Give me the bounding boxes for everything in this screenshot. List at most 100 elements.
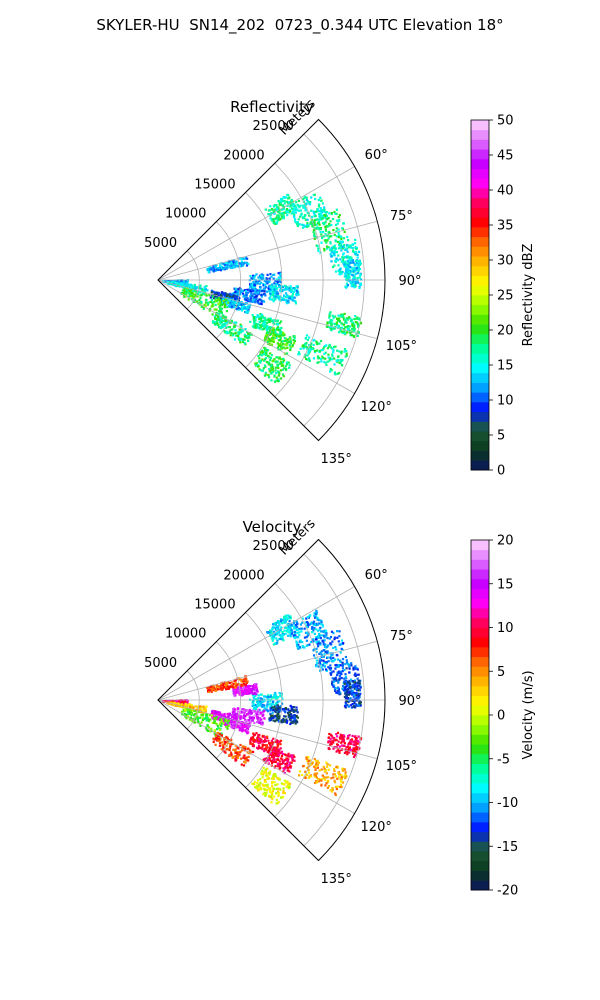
colorbar-segment — [471, 353, 489, 364]
colorbar-segment — [471, 685, 489, 696]
colorbar-segment — [471, 207, 489, 218]
colorbar-segment — [471, 744, 489, 755]
colorbar-segment — [471, 646, 489, 658]
azimuth-gridline — [157, 640, 378, 701]
azimuth-gridline — [157, 699, 378, 760]
colorbar-segment — [471, 676, 489, 687]
colorbar-segment — [471, 880, 489, 891]
echo-region — [211, 312, 253, 346]
colorbar-segment — [471, 178, 489, 189]
range-tick-label: 5000 — [144, 236, 177, 251]
azimuth-gridline — [157, 699, 355, 814]
azimuth-tick-label: 135° — [321, 872, 352, 887]
colorbar-segment — [471, 411, 489, 422]
colorbar-segment — [471, 158, 489, 170]
colorbar-tick-label: 45 — [497, 149, 514, 164]
colorbar-tick-label: 30 — [497, 254, 514, 269]
colorbar-segment — [471, 372, 489, 383]
echo-region — [291, 193, 330, 229]
colorbar-segment — [471, 139, 489, 150]
range-tick-label: 25000 — [253, 539, 294, 554]
azimuth-gridline — [157, 166, 355, 281]
colorbar-segment — [471, 265, 489, 276]
colorbar-tick-label: 5 — [497, 429, 505, 444]
colorbar-segment — [471, 363, 489, 374]
colorbar-segment — [471, 802, 489, 813]
echo-region — [249, 313, 283, 339]
colorbar-segment — [471, 734, 489, 745]
colorbar-tick-label: 20 — [497, 324, 514, 339]
azimuth-gridline — [157, 586, 355, 701]
echo-region — [206, 675, 249, 694]
range-tick-label: 20000 — [223, 568, 264, 583]
echo-region — [212, 731, 255, 767]
colorbar-segment — [471, 382, 489, 393]
colorbar-segment — [471, 295, 489, 306]
azimuth-gridline — [157, 220, 378, 281]
colorbar-segment — [471, 792, 489, 803]
colorbar-segment — [471, 431, 489, 442]
colorbar-label: Reflectivity dBZ — [521, 244, 536, 347]
azimuth-tick-label: 75° — [390, 209, 413, 224]
colorbar-tick-label: 15 — [497, 359, 514, 374]
colorbar-segment — [471, 588, 489, 599]
colorbar-segment — [471, 598, 489, 609]
range-tick-label: 15000 — [194, 597, 235, 612]
colorbar-segment — [471, 401, 489, 413]
echo-region — [231, 287, 267, 306]
colorbar-segment — [471, 275, 489, 286]
colorbar-tick-label: 15 — [497, 577, 514, 592]
colorbar-segment — [471, 421, 489, 432]
colorbar-segment — [471, 841, 489, 852]
colorbar-segment — [471, 608, 489, 619]
colorbar-segment — [471, 753, 489, 765]
sector-frame — [157, 538, 386, 862]
colorbar-segment — [471, 715, 489, 726]
colorbar-segment — [471, 783, 489, 794]
colorbar-segment — [471, 870, 489, 881]
colorbar-tick-label: 0 — [497, 464, 505, 479]
colorbar-tick-label: -10 — [497, 796, 518, 811]
azimuth-tick-label: 135° — [321, 452, 352, 467]
colorbar-segment — [471, 392, 489, 403]
colorbar-segment — [471, 149, 489, 160]
colorbar: 0 5 10 15 20 25 30 35 40 45 50 Reflectivity dBZ — [470, 114, 536, 479]
colorbar-tick-label: 40 — [497, 184, 514, 199]
range-tick-label: 25000 — [253, 119, 294, 134]
range-tick-label: 20000 — [223, 148, 264, 163]
colorbar-segment — [471, 285, 489, 296]
colorbar-tick-label: 35 — [497, 219, 514, 234]
colorbar-segment — [471, 724, 489, 735]
colorbar-segment — [471, 440, 489, 451]
colorbar-segment — [471, 168, 489, 179]
range-tick-label: 10000 — [165, 627, 206, 642]
colorbar-segment — [471, 343, 489, 354]
azimuth-tick-label: 90° — [398, 694, 421, 709]
azimuth-tick-label: 75° — [390, 629, 413, 644]
colorbar-segment — [471, 637, 489, 648]
colorbar-segment — [471, 226, 489, 238]
echo-region — [325, 311, 363, 338]
colorbar-tick-label: -15 — [497, 840, 518, 855]
colorbar-segment — [471, 656, 489, 667]
colorbar-segment — [471, 617, 489, 628]
echo-region — [311, 630, 351, 672]
reflectivity-panel: Reflectivity500010000150002000025000Mete… — [144, 96, 536, 479]
colorbar-tick-label: -20 — [497, 884, 518, 899]
velocity-panel: Velocity500010000150002000025000Meters60… — [144, 516, 536, 899]
azimuth-tick-label: 105° — [386, 759, 417, 774]
colorbar-segment — [471, 197, 489, 208]
colorbar-tick-label: 25 — [497, 289, 514, 304]
colorbar-segment — [471, 860, 489, 871]
echo-layer — [162, 193, 363, 383]
colorbar-segment — [471, 450, 489, 461]
colorbar-segment — [471, 540, 489, 551]
azimuth-tick-label: 120° — [361, 400, 392, 415]
colorbar-segment — [471, 569, 489, 580]
colorbar-segment — [471, 304, 489, 315]
azimuth-tick-label: 60° — [365, 568, 388, 583]
colorbar-tick-label: 10 — [497, 394, 514, 409]
colorbar-tick-label: 5 — [497, 665, 505, 680]
colorbar-segment — [471, 851, 489, 862]
colorbar-segment — [471, 460, 489, 471]
